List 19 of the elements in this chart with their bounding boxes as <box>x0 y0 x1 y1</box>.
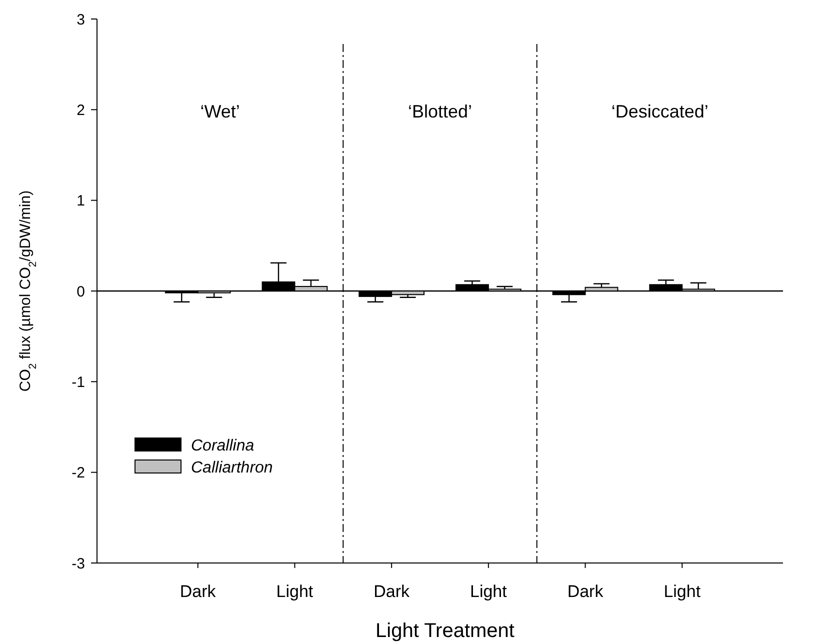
y-tick-label: -1 <box>72 374 85 391</box>
annotation: ‘Desiccated’ <box>611 102 708 122</box>
x-tick-label: Dark <box>180 582 216 601</box>
y-tick-label: 3 <box>76 11 85 28</box>
x-tick-label: Dark <box>567 582 604 601</box>
y-tick-label: -2 <box>72 464 85 482</box>
x-tick-label: Light <box>664 582 701 601</box>
y-tick-label: 0 <box>76 283 85 300</box>
x-axis-title: Light Treatment <box>376 620 515 642</box>
legend-label: Corallina <box>191 438 254 455</box>
annotation: ‘Blotted’ <box>408 102 472 122</box>
x-tick-label: Light <box>470 582 508 601</box>
y-tick-label: 1 <box>76 192 85 210</box>
legend-label: Calliarthron <box>191 460 273 477</box>
x-tick-label: Dark <box>374 582 410 601</box>
annotation: ‘Wet’ <box>200 102 240 122</box>
y-tick-label: 2 <box>76 102 85 119</box>
x-tick-label: Light <box>276 582 314 601</box>
y-tick-label: -3 <box>72 555 85 572</box>
